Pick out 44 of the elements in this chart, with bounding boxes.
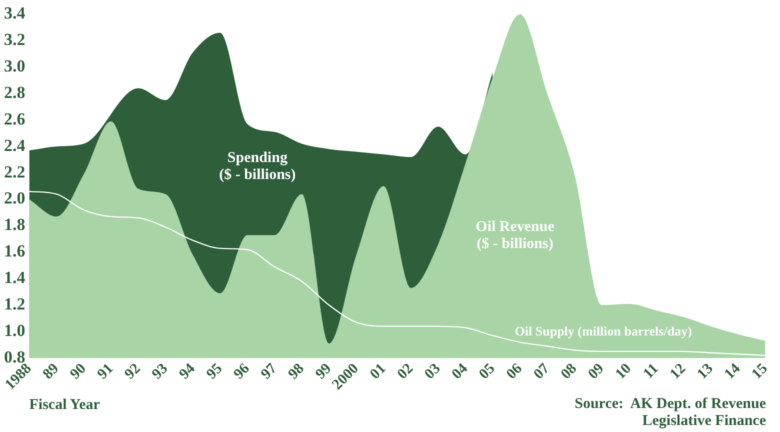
y-tick-label: 1.4 bbox=[4, 268, 26, 288]
y-tick-label: 2.2 bbox=[4, 162, 26, 182]
x-tick-label: 93 bbox=[149, 360, 172, 383]
source-note: Source: AK Dept. of Revenue Legislative Finance bbox=[574, 396, 766, 430]
x-tick-label: 02 bbox=[394, 360, 416, 383]
x-tick-label: 13 bbox=[694, 360, 716, 383]
y-tick-label: 3.4 bbox=[4, 4, 26, 23]
series-label: Oil Supply (million barrels/day) bbox=[514, 324, 692, 339]
x-tick-label: 90 bbox=[67, 360, 90, 383]
y-tick-label: 2.8 bbox=[4, 82, 26, 102]
x-tick-label: 91 bbox=[94, 360, 117, 383]
x-tick-label: 09 bbox=[585, 360, 608, 383]
x-tick-label: 98 bbox=[286, 360, 308, 383]
x-tick-label: 05 bbox=[476, 360, 498, 383]
x-tick-label: 04 bbox=[449, 360, 472, 383]
y-tick-label: 3.0 bbox=[4, 56, 26, 76]
x-tick-label: 12 bbox=[667, 360, 690, 383]
y-tick-label: 2.4 bbox=[4, 136, 26, 155]
x-tick-label: 92 bbox=[122, 360, 144, 383]
x-tick-label: 07 bbox=[530, 360, 554, 383]
x-tick-label: 01 bbox=[367, 360, 390, 383]
y-tick-label: 1.2 bbox=[4, 294, 26, 314]
x-tick-label: 06 bbox=[504, 360, 526, 383]
y-tick-label: 1.8 bbox=[4, 215, 26, 234]
x-tick-label: 89 bbox=[40, 360, 62, 383]
x-tick-label: 03 bbox=[422, 360, 444, 383]
x-tick-label: 08 bbox=[558, 360, 580, 383]
x-tick-label: 96 bbox=[230, 360, 254, 383]
x-tick-label: 14 bbox=[722, 360, 744, 383]
y-tick-label: 2.0 bbox=[4, 188, 26, 208]
y-tick-label: 3.2 bbox=[4, 30, 26, 50]
x-tick-label: 15 bbox=[748, 360, 771, 383]
series-label: Spending ($ - billions) bbox=[219, 150, 296, 184]
series-label: Oil Revenue ($ - billions) bbox=[476, 218, 555, 252]
x-tick-label: 94 bbox=[176, 360, 199, 383]
y-tick-label: 2.6 bbox=[4, 109, 26, 128]
y-tick-label: 1.6 bbox=[4, 242, 26, 261]
x-tick-label: 11 bbox=[640, 360, 662, 382]
x-axis-title: Fiscal Year bbox=[29, 396, 100, 413]
line-series bbox=[28, 190, 766, 356]
y-tick-label: 1.0 bbox=[4, 321, 26, 340]
x-tick-label: 95 bbox=[204, 360, 226, 383]
x-tick-label: 97 bbox=[258, 360, 281, 383]
x-tick-label: 10 bbox=[612, 360, 635, 383]
